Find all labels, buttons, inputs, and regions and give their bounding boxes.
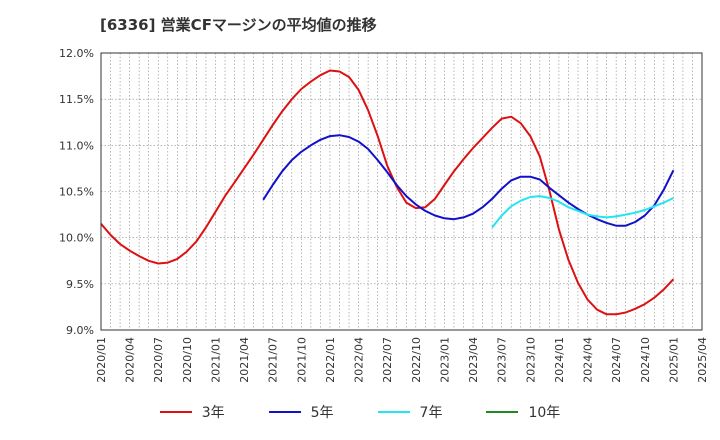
x-tick-label: 2024/10 xyxy=(639,337,652,383)
x-tick-label: 2022/04 xyxy=(353,337,366,383)
x-tick-label: 2025/04 xyxy=(696,337,709,383)
x-tick-label: 2022/10 xyxy=(410,337,423,383)
x-tick-label: 2023/01 xyxy=(438,337,451,383)
x-tick-label: 2021/04 xyxy=(238,337,251,383)
x-tick-label: 2020/10 xyxy=(181,337,194,383)
chart-title: [6336] 営業CFマージンの平均値の推移 xyxy=(100,16,377,34)
x-tick-label: 2024/07 xyxy=(610,337,623,383)
series-line-1 xyxy=(262,134,675,227)
legend-label-3: 10年 xyxy=(528,405,561,421)
y-tick-label: 12.0% xyxy=(59,47,94,60)
x-tick-label: 2023/10 xyxy=(524,337,537,383)
legend-label-0: 3年 xyxy=(201,405,225,421)
legend-item-3: 10年 xyxy=(486,402,560,422)
legend-swatch-1 xyxy=(268,411,301,413)
y-tick-label: 10.0% xyxy=(59,232,94,245)
x-tick-label: 2024/01 xyxy=(553,337,566,383)
x-tick-label: 2024/04 xyxy=(582,337,595,383)
y-tick-label: 9.5% xyxy=(66,278,94,291)
legend: 3年 5年 7年 10年 xyxy=(0,402,720,422)
y-tick-label: 10.5% xyxy=(59,186,94,199)
legend-swatch-0 xyxy=(159,411,192,413)
legend-swatch-3 xyxy=(486,411,519,413)
legend-label-1: 5年 xyxy=(310,405,334,421)
x-tick-label: 2022/07 xyxy=(381,337,394,383)
x-tick-label: 2025/01 xyxy=(667,337,680,383)
x-tick-label: 2022/01 xyxy=(324,337,337,383)
series-lines xyxy=(100,69,675,316)
series-line-0 xyxy=(100,69,675,316)
series-line-2 xyxy=(491,195,674,229)
x-tick-label: 2023/04 xyxy=(467,337,480,383)
x-tick-label: 2021/07 xyxy=(267,337,280,383)
legend-label-2: 7年 xyxy=(419,405,443,421)
legend-item-1: 5年 xyxy=(268,402,334,422)
legend-item-2: 7年 xyxy=(377,402,443,422)
y-tick-label: 11.0% xyxy=(59,139,94,152)
x-tick-label: 2020/01 xyxy=(95,337,108,383)
x-tick-label: 2021/01 xyxy=(209,337,222,383)
y-tick-label: 11.5% xyxy=(59,93,94,106)
plot-frame xyxy=(100,52,703,331)
y-tick-label: 9.0% xyxy=(66,324,94,337)
legend-swatch-2 xyxy=(377,411,410,413)
legend-item-0: 3年 xyxy=(159,402,225,422)
x-tick-label: 2020/07 xyxy=(152,337,165,383)
x-tick-labels: 2020/01 2020/04 2020/07 2020/10 2021/01 2021/… xyxy=(95,337,709,383)
x-tick-label: 2021/10 xyxy=(295,337,308,383)
x-tick-label: 2023/07 xyxy=(496,337,509,383)
x-tick-label: 2020/04 xyxy=(124,337,137,383)
y-tick-labels: 9.0% 9.5% 10.0% 10.5% 11.0% 11.5% 12.0% xyxy=(59,47,94,337)
grid-lines xyxy=(101,53,702,330)
